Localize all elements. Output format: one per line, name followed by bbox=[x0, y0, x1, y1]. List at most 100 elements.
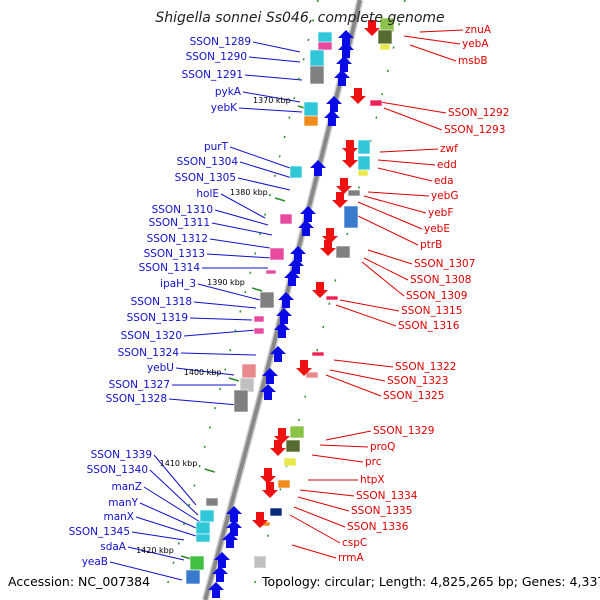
leader-line-left bbox=[211, 222, 273, 236]
leader-line-left bbox=[143, 486, 201, 523]
gene-feature-block bbox=[269, 247, 285, 261]
gene-label-right: prc bbox=[365, 456, 382, 468]
gene-label-left: sdaA bbox=[100, 541, 127, 553]
gene-label-right: SSON_1315 bbox=[401, 305, 462, 317]
gene-label-left: SSON_1290 bbox=[186, 51, 247, 63]
reverse-gene-arrow bbox=[262, 482, 278, 498]
leader-line-left bbox=[189, 317, 253, 321]
gene-label-left: SSON_1339 bbox=[91, 449, 152, 461]
gene-label-right: msbB bbox=[458, 55, 488, 67]
leader-line-left bbox=[239, 161, 293, 179]
leader-line-left bbox=[237, 177, 291, 191]
gene-label-left: SSON_1314 bbox=[139, 262, 201, 274]
accession-text: Accession: NC_007384 bbox=[8, 574, 151, 589]
leader-line-left bbox=[135, 516, 197, 537]
gene-feature-block bbox=[253, 555, 267, 569]
leader-line-left bbox=[183, 329, 257, 337]
gene-label-right: znuA bbox=[465, 24, 492, 36]
leader-line-right bbox=[379, 101, 447, 114]
reverse-gene-arrow bbox=[364, 20, 380, 36]
gene-feature-block bbox=[303, 101, 319, 117]
reverse-gene-arrow bbox=[332, 192, 348, 208]
kbp-tick-mark bbox=[228, 377, 239, 382]
kbp-tick-label: 1380 kbp bbox=[230, 188, 268, 197]
reverse-gene-arrow bbox=[342, 152, 358, 168]
leader-line-left bbox=[252, 41, 301, 53]
gene-label-left: SSON_1305 bbox=[175, 172, 236, 184]
leader-line-right bbox=[291, 544, 337, 559]
gene-feature-block bbox=[265, 269, 277, 275]
gene-label-left: SSON_1319 bbox=[127, 312, 188, 324]
forward-gene-arrow bbox=[334, 70, 350, 86]
gene-feature-block bbox=[325, 295, 339, 301]
forward-gene-arrow bbox=[208, 582, 224, 598]
forward-gene-arrow bbox=[290, 246, 306, 262]
leader-line-left bbox=[220, 193, 266, 219]
leader-line-right bbox=[335, 304, 397, 327]
gene-label-right: cspC bbox=[342, 537, 367, 549]
gene-label-right: htpX bbox=[360, 474, 385, 486]
leader-line-left bbox=[242, 91, 301, 103]
gene-label-left: SSON_1312 bbox=[147, 233, 208, 245]
leader-line-left bbox=[109, 561, 183, 581]
gene-blocks bbox=[185, 17, 395, 598]
gene-feature-block bbox=[303, 115, 319, 127]
gene-feature-block bbox=[185, 569, 201, 585]
forward-gene-arrow bbox=[274, 322, 290, 338]
gene-feature-block bbox=[347, 189, 361, 197]
gene-label-left: pykA bbox=[215, 86, 242, 98]
gene-label-left: SSON_1328 bbox=[106, 393, 167, 405]
leader-line-left bbox=[180, 352, 257, 356]
gene-feature-block bbox=[241, 363, 257, 379]
forward-gene-arrow bbox=[298, 220, 314, 236]
gene-feature-block bbox=[357, 139, 371, 155]
leader-line-left bbox=[197, 283, 261, 301]
leader-line-left bbox=[248, 56, 301, 63]
forward-gene-arrow bbox=[270, 346, 286, 362]
leader-line-right bbox=[361, 261, 405, 297]
leader-line-left bbox=[193, 301, 257, 309]
kbp-tick-label: 1410 kbp bbox=[160, 459, 198, 468]
gene-label-left: SSON_1340 bbox=[87, 464, 148, 476]
gene-feature-block bbox=[357, 169, 369, 177]
gene-feature-block bbox=[311, 351, 325, 357]
gene-feature-block bbox=[189, 555, 205, 571]
gene-label-right: edd bbox=[437, 159, 457, 171]
gene-feature-block bbox=[285, 439, 301, 453]
gene-label-right: SSON_1329 bbox=[373, 425, 434, 437]
gene-feature-block bbox=[277, 479, 291, 489]
forward-gene-arrow bbox=[262, 368, 278, 384]
gene-label-right: SSON_1316 bbox=[398, 320, 460, 332]
gene-label-left: manY bbox=[108, 497, 138, 509]
gene-label-left: SSON_1310 bbox=[152, 204, 213, 216]
leader-line-right bbox=[363, 257, 409, 281]
forward-gene-arrow bbox=[324, 110, 340, 126]
gene-label-right: proQ bbox=[370, 441, 395, 453]
gene-label-right: rrmA bbox=[338, 552, 364, 564]
forward-gene-arrow bbox=[338, 30, 354, 46]
gene-label-left: SSON_1327 bbox=[109, 379, 170, 391]
gene-label-left: yebU bbox=[147, 362, 174, 374]
gene-feature-block bbox=[253, 327, 265, 335]
leader-line-right bbox=[311, 454, 364, 463]
leader-line-right bbox=[377, 159, 436, 166]
leader-line-right bbox=[299, 489, 355, 497]
kbp-tick-mark bbox=[274, 197, 286, 202]
reverse-gene-arrow bbox=[252, 512, 268, 528]
leader-line-right bbox=[329, 369, 386, 382]
gene-label-left: SSON_1311 bbox=[149, 217, 210, 229]
forward-gene-arrow bbox=[300, 206, 316, 222]
gene-feature-block bbox=[259, 291, 275, 309]
gene-label-right: yebG bbox=[431, 190, 458, 202]
gene-feature-block bbox=[269, 507, 283, 517]
gene-label-right: SSON_1308 bbox=[410, 274, 471, 286]
leader-line-right bbox=[339, 299, 400, 312]
leader-line-left bbox=[229, 146, 291, 169]
gene-feature-block bbox=[279, 213, 293, 225]
gene-feature-block bbox=[289, 425, 305, 439]
kbp-tick-label: 1370 kbp bbox=[253, 96, 291, 105]
gene-label-left: SSON_1345 bbox=[69, 526, 130, 538]
gene-feature-block bbox=[195, 533, 211, 543]
gene-feature-block bbox=[289, 165, 303, 179]
